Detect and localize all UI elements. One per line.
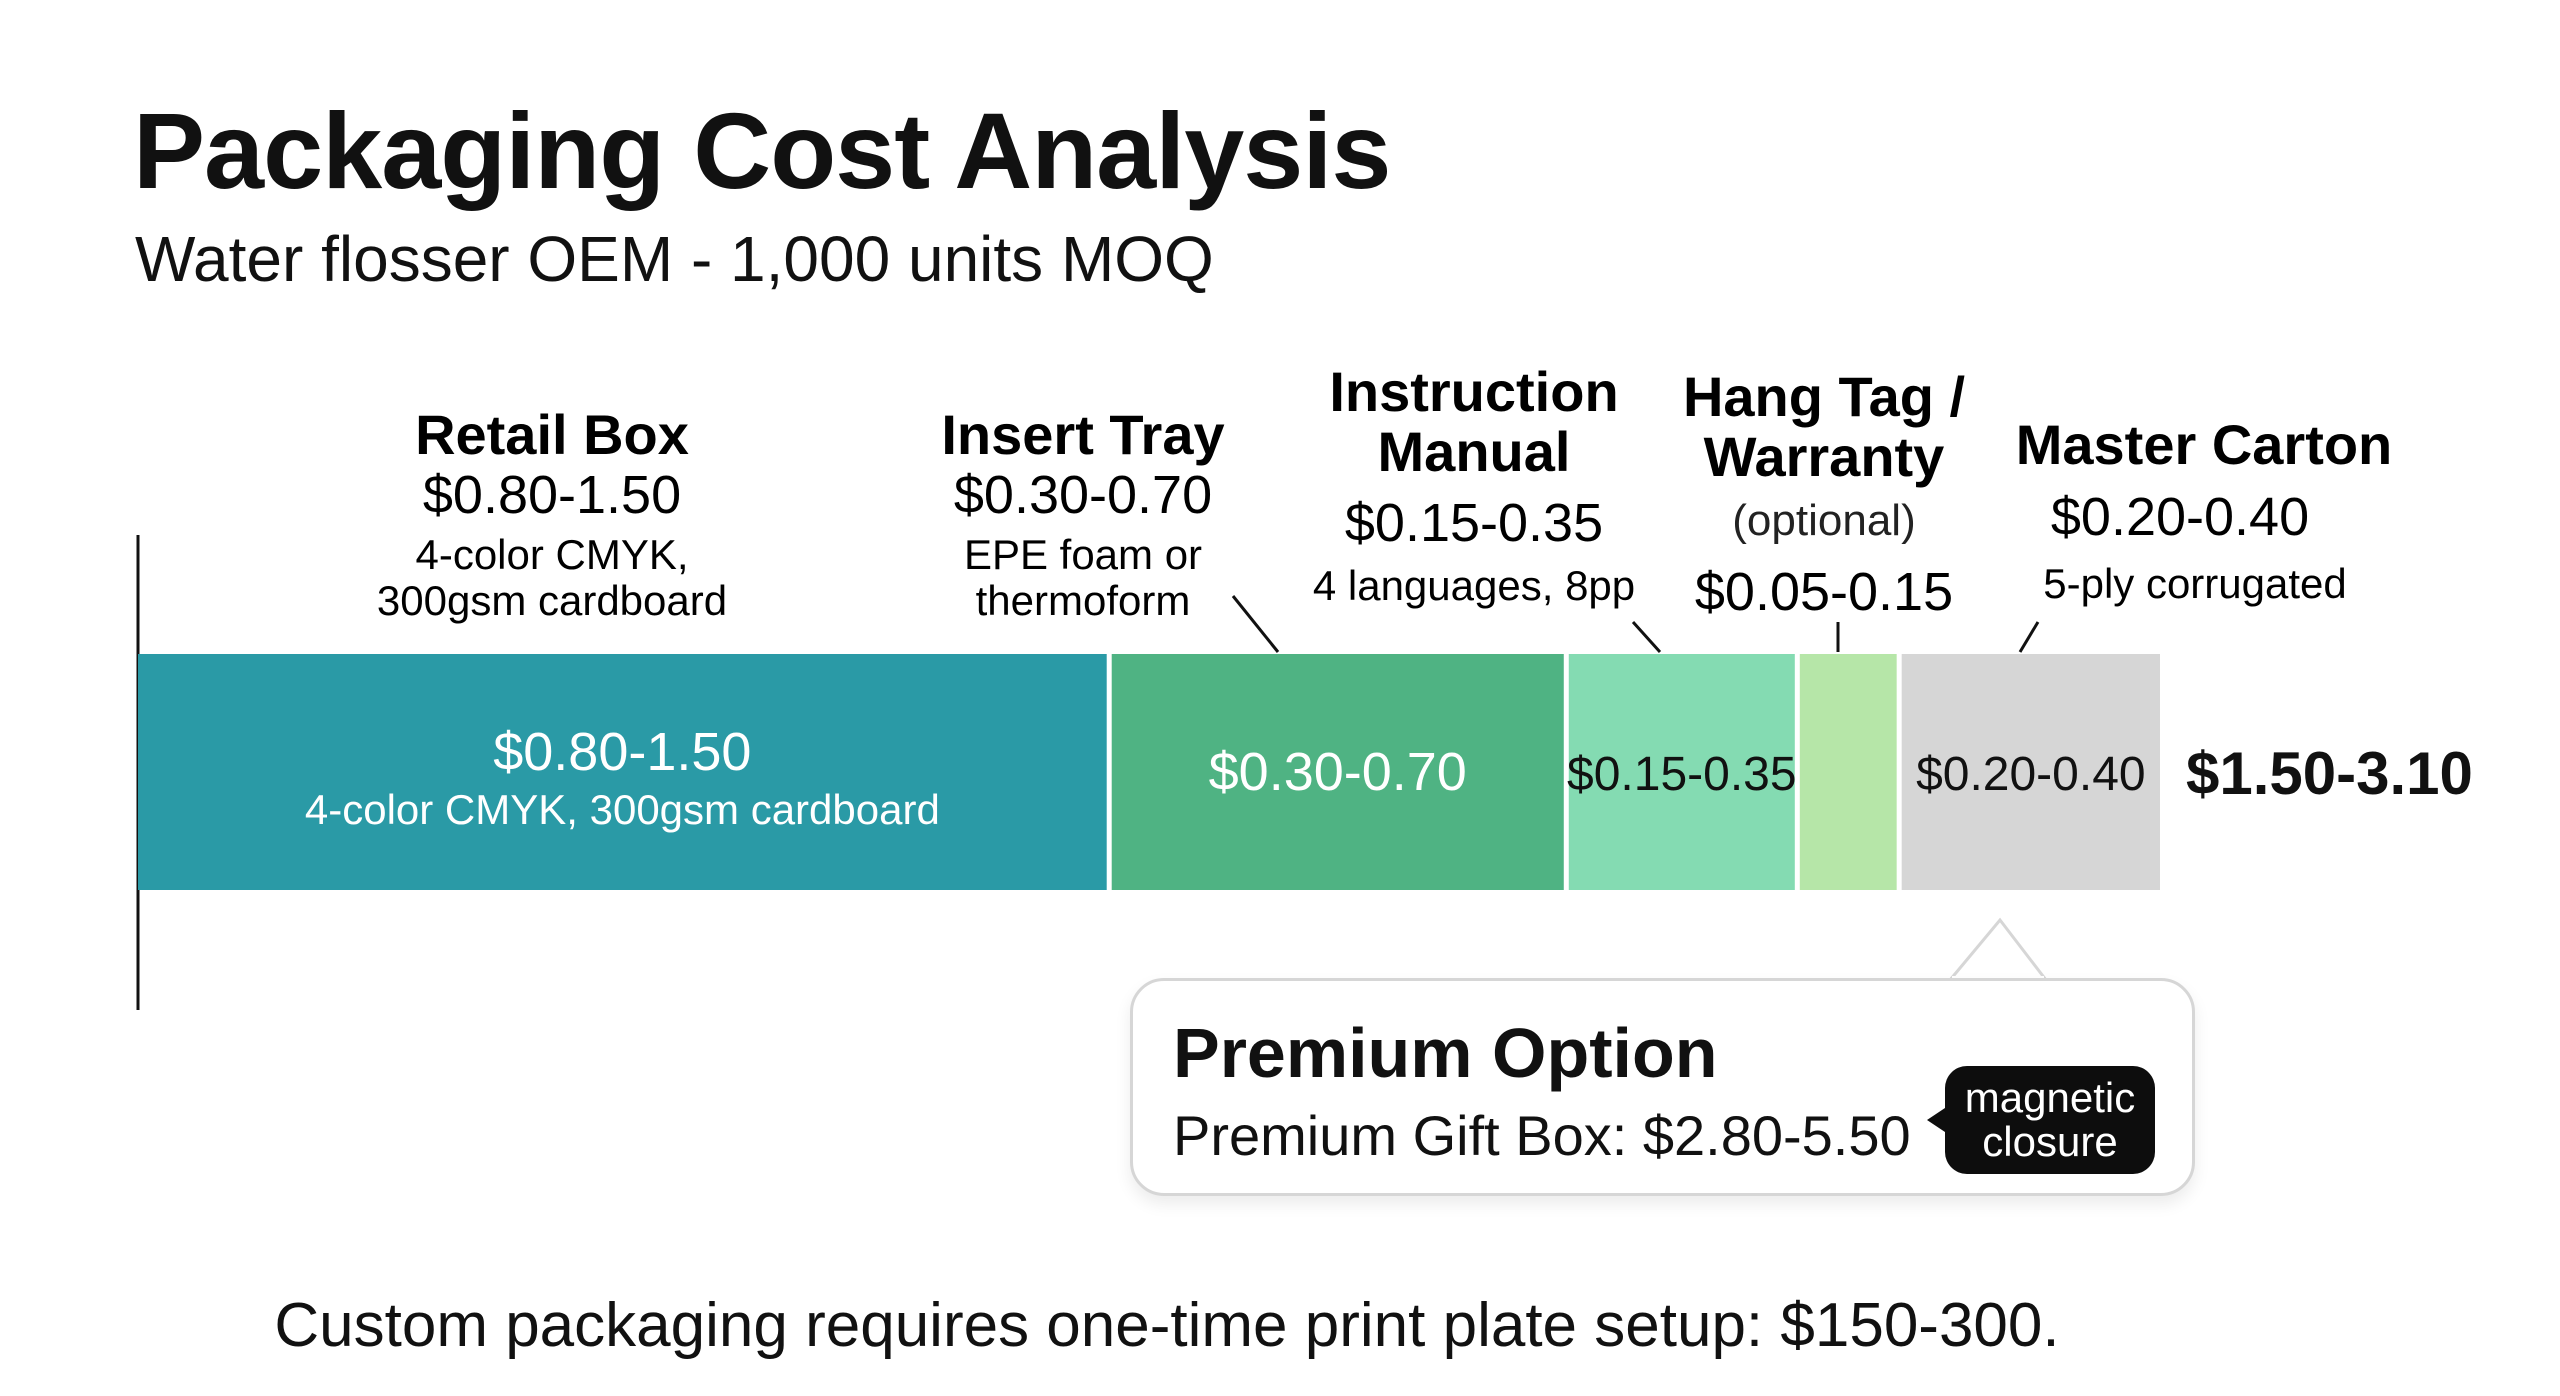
label-value-retail-box: $0.80-1.50 (423, 465, 681, 525)
leader-instruction-manual (1631, 620, 1662, 654)
label-note-master-carton: 5-ply corrugated (2043, 560, 2347, 607)
label-value-insert-tray: $0.30-0.70 (954, 465, 1212, 525)
label-title-hang-tag-warranty: Warranty (1704, 425, 1945, 488)
label-note-retail-box: 4-color CMYK, (415, 531, 688, 578)
bar-retail-box (138, 654, 1107, 890)
label-note-insert-tray: EPE foam or (964, 531, 1202, 578)
premium-option-callout: Premium Option Premium Gift Box: $2.80-5… (1130, 978, 2195, 1196)
bar-hang-tag-warranty (1799, 654, 1897, 890)
chart-title: Packaging Cost Analysis (133, 90, 1391, 211)
label-title-master-carton: Master Carton (2016, 413, 2393, 476)
label-note-retail-box: 300gsm cardboard (377, 577, 727, 624)
label-note-instruction-manual: 4 languages, 8pp (1313, 562, 1635, 609)
bar-note-retail-box: 4-color CMYK, 300gsm cardboard (305, 786, 940, 833)
chart-subtitle: Water flosser OEM - 1,000 units MOQ (135, 223, 1214, 295)
label-value-master-carton: $0.20-0.40 (2051, 487, 2309, 547)
label-value-instruction-manual: $0.15-0.35 (1345, 493, 1603, 553)
label-title-instruction-manual: Manual (1378, 420, 1571, 483)
label-note-insert-tray: thermoform (976, 577, 1191, 624)
bar-value-insert-tray: $0.30-0.70 (1209, 742, 1467, 802)
bar-master-carton (1901, 654, 2160, 890)
label-title-insert-tray: Insert Tray (941, 403, 1224, 466)
bar-instruction-manual (1568, 654, 1795, 890)
callout-pointer (1946, 917, 2050, 982)
label-optional-hang-tag-warranty: (optional) (1732, 496, 1915, 545)
label-title-instruction-manual: Instruction (1329, 360, 1618, 423)
leader-master-carton (2018, 621, 2040, 653)
leader-insert-tray (1231, 595, 1280, 653)
label-title-retail-box: Retail Box (415, 403, 689, 466)
bar-value-instruction-manual: $0.15-0.35 (1567, 748, 1797, 801)
total-label: $1.50-3.10 (2186, 740, 2473, 807)
label-title-hang-tag-warranty: Hang Tag / (1683, 365, 1966, 428)
magnetic-closure-badge: magnetic closure (1927, 1066, 2155, 1174)
footnote: Custom packaging requires one-time print… (274, 1291, 2060, 1360)
bar-insert-tray (1111, 654, 1564, 890)
callout-text: Premium Gift Box: $2.80-5.50 (1173, 1104, 1911, 1167)
label-value-hang-tag-warranty: $0.05-0.15 (1695, 562, 1953, 622)
callout-title: Premium Option (1173, 1014, 1718, 1092)
bar-value-retail-box: $0.80-1.50 (493, 722, 751, 782)
bar-value-master-carton: $0.20-0.40 (1916, 748, 2146, 801)
